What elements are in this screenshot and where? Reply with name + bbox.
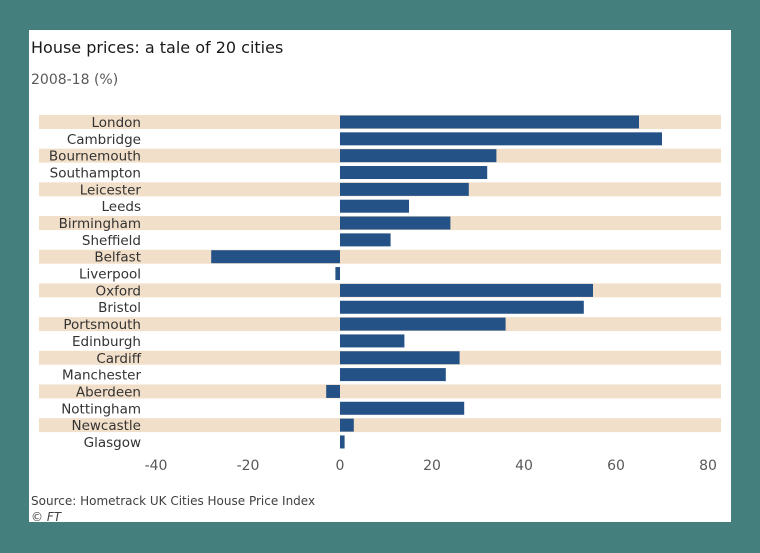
x-tick-label: 20 <box>423 458 441 474</box>
bar-oxford <box>340 283 593 297</box>
category-label: Nottingham <box>61 401 141 417</box>
category-label: Belfast <box>94 250 141 266</box>
bar-liverpool <box>335 267 340 281</box>
x-tick-label: 60 <box>607 458 625 474</box>
category-label: Cardiff <box>96 351 141 367</box>
bar-edinburgh <box>340 334 405 348</box>
bar-glasgow <box>340 435 345 449</box>
x-tick-label: -40 <box>145 458 168 474</box>
category-label: Oxford <box>95 283 141 299</box>
copyright-note: © FT <box>31 510 62 524</box>
chart-title: House prices: a tale of 20 cities <box>31 38 284 57</box>
bar-portsmouth <box>340 317 506 331</box>
category-label: Southampton <box>50 166 141 182</box>
row-band <box>39 384 721 399</box>
bar-manchester <box>340 368 446 382</box>
category-label: Aberdeen <box>76 384 141 400</box>
bar-aberdeen <box>326 384 340 398</box>
category-label: Portsmouth <box>63 317 141 333</box>
category-label: Liverpool <box>79 267 141 283</box>
row-band <box>39 418 721 433</box>
category-label: Edinburgh <box>72 334 141 350</box>
category-label: Manchester <box>62 368 141 384</box>
bar-cardiff <box>340 351 460 365</box>
bar-southampton <box>340 166 488 180</box>
bar-nottingham <box>340 401 465 415</box>
bar-leicester <box>340 182 469 196</box>
category-label: Newcastle <box>71 418 141 434</box>
bar-bournemouth <box>340 149 497 163</box>
category-label: Bournemouth <box>49 149 141 165</box>
bar-newcastle <box>340 418 354 432</box>
source-note: Source: Hometrack UK Cities House Price … <box>31 494 316 508</box>
bar-sheffield <box>340 233 391 247</box>
category-label: Birmingham <box>59 216 141 232</box>
chart-panel: House prices: a tale of 20 cities 2008-1… <box>29 30 731 524</box>
x-tick-label: 40 <box>515 458 533 474</box>
x-tick-label: -20 <box>237 458 260 474</box>
bar-leeds <box>340 199 409 213</box>
category-label: Sheffield <box>82 233 141 249</box>
chart-subtitle: 2008-18 (%) <box>31 72 119 88</box>
category-label: Cambridge <box>67 132 141 148</box>
bar-birmingham <box>340 216 451 230</box>
category-label: Glasgow <box>84 435 141 451</box>
x-tick-label: 80 <box>699 458 717 474</box>
bar-london <box>340 115 639 129</box>
category-label: London <box>92 115 142 131</box>
bar-chart: LondonCambridgeBournemouthSouthamptonLei… <box>39 115 721 474</box>
category-label: Leicester <box>80 182 142 198</box>
category-label: Leeds <box>102 199 142 215</box>
category-label: Bristol <box>98 300 141 316</box>
bar-cambridge <box>340 132 662 146</box>
bar-bristol <box>340 300 584 314</box>
x-tick-label: 0 <box>336 458 345 474</box>
row-band <box>39 249 721 264</box>
bar-belfast <box>211 250 340 264</box>
